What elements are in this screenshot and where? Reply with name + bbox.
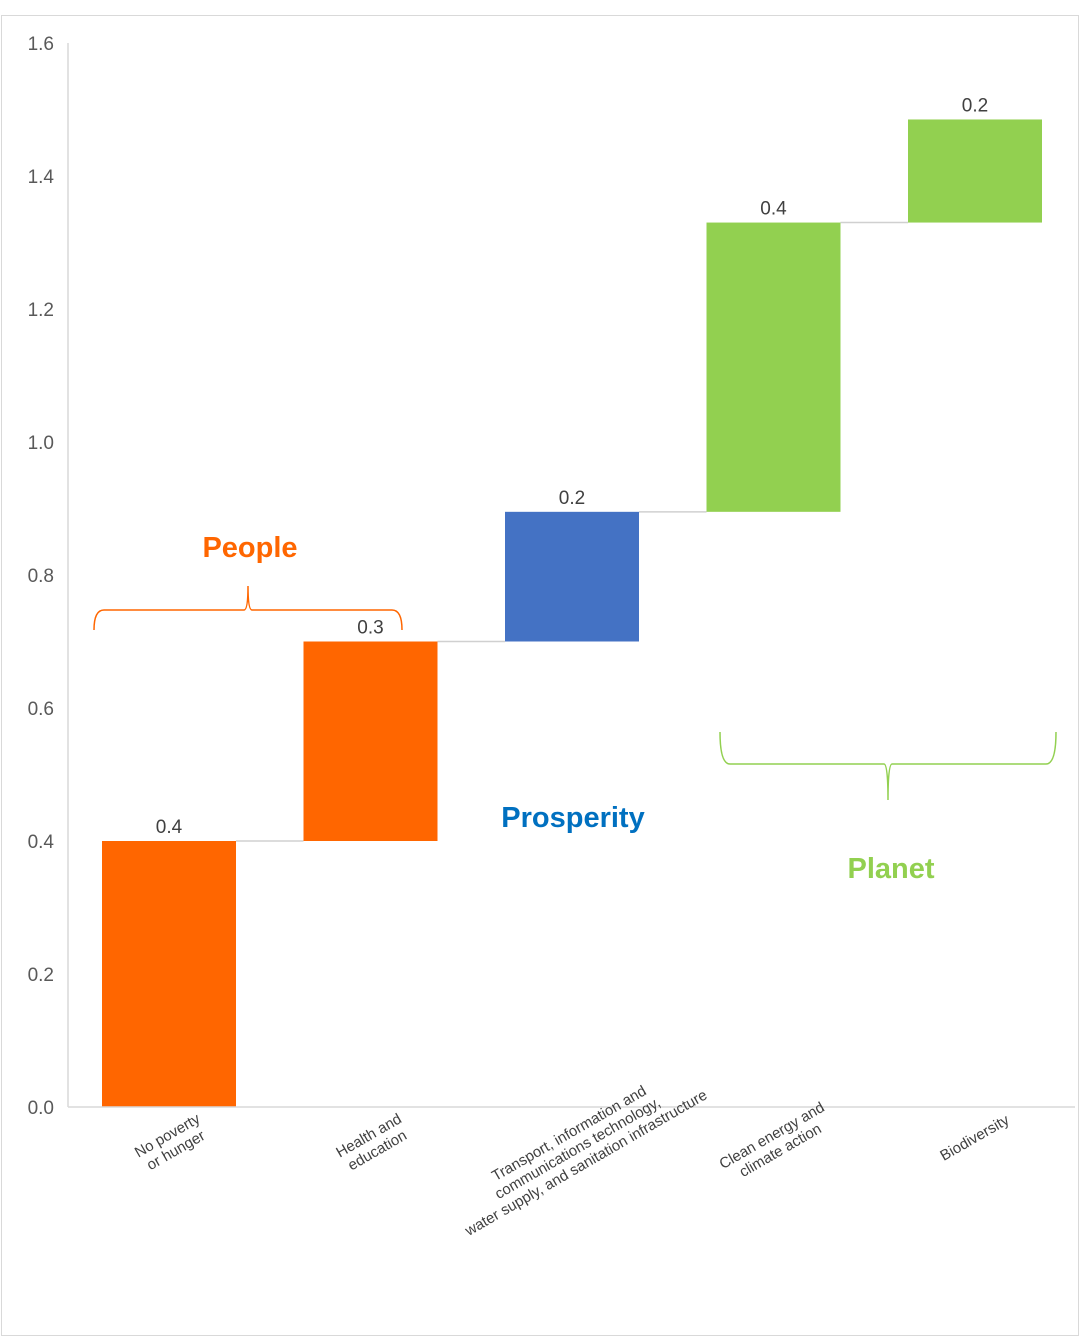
- category-label: Transport, information andcommunications…: [461, 1082, 710, 1240]
- group-label: Prosperity: [501, 802, 644, 834]
- category-label-line: water supply, and sanitation infrastruct…: [461, 1087, 710, 1240]
- connector-lines: [236, 221, 908, 842]
- y-tick-label: 1.2: [28, 300, 54, 321]
- group-brace: [719, 731, 1057, 801]
- bar: [706, 222, 841, 512]
- bars: [102, 119, 1042, 1107]
- bar: [505, 511, 639, 642]
- data-label: 0.4: [760, 199, 787, 220]
- y-tick-label: 1.0: [28, 433, 54, 454]
- data-label: 0.2: [559, 488, 585, 509]
- group-planet: Planet: [719, 731, 1057, 885]
- y-tick-label: 0.2: [28, 965, 54, 986]
- category-label-line: Biodiversity: [937, 1111, 1012, 1164]
- bar: [102, 841, 236, 1107]
- category-label: Biodiversity: [937, 1111, 1012, 1164]
- data-label: 0.2: [962, 95, 988, 116]
- chart-frame: [1, 15, 1079, 1336]
- group-label: People: [202, 532, 297, 564]
- group-people: People: [93, 532, 403, 631]
- value-labels: 0.4 0.3 0.2 0.4 0.2: [156, 95, 988, 838]
- category-label-line: communications technology,: [492, 1094, 663, 1203]
- data-label: 0.3: [357, 618, 383, 639]
- chart-border: [1, 15, 1079, 1336]
- y-tick-label: 0.4: [28, 832, 55, 853]
- y-tick-label: 0.8: [28, 566, 54, 587]
- group-annotations: People Prosperity Planet: [93, 532, 1057, 885]
- y-tick-label: 0.6: [28, 699, 54, 720]
- group-brace: [93, 585, 403, 631]
- group-prosperity: Prosperity: [501, 802, 644, 834]
- bar: [303, 641, 438, 841]
- y-axis: 0.0 0.2 0.4 0.6 0.8 1.0 1.2 1.4 1.6: [28, 34, 69, 1119]
- group-label: Planet: [847, 853, 934, 885]
- y-tick-label: 1.6: [28, 34, 54, 55]
- y-tick-label: 1.4: [28, 167, 55, 188]
- y-tick-label: 0.0: [28, 1098, 54, 1119]
- bar: [908, 119, 1042, 223]
- data-label: 0.4: [156, 817, 183, 838]
